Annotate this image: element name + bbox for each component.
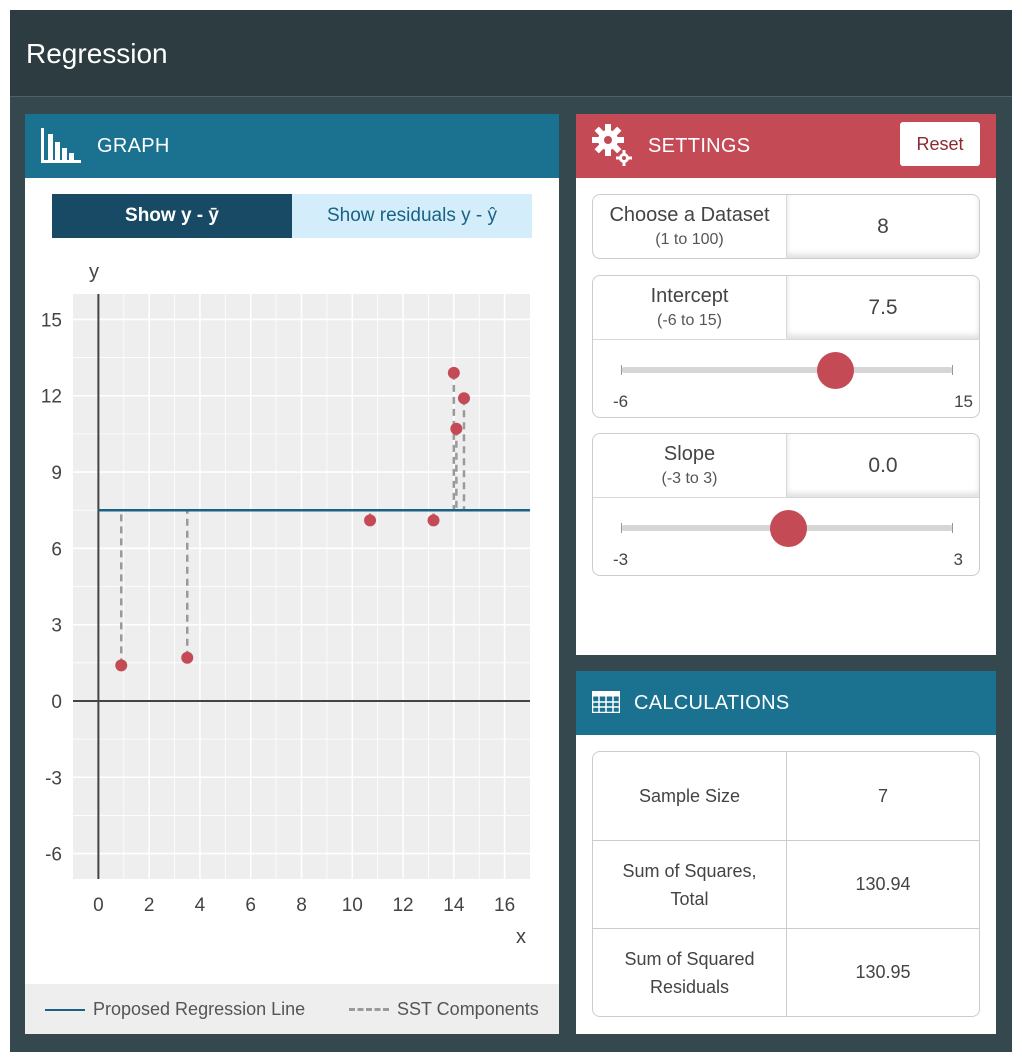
graph-panel-title: GRAPH [97, 135, 170, 157]
settings-panel-title: SETTINGS [648, 135, 751, 157]
calc-value-sst: 130.94 [855, 874, 911, 894]
show-residuals-button[interactable]: Show residuals y - ŷ [292, 194, 532, 238]
x-tick-label: 10 [342, 895, 363, 916]
y-tick-label: 6 [51, 539, 62, 560]
slope-field: Slope (-3 to 3) 0.0 -3 3 [592, 433, 980, 576]
intercept-slider-max-tick [952, 365, 953, 375]
x-tick-label: 14 [443, 895, 465, 916]
legend-label-sst: SST Components [397, 999, 539, 1019]
intercept-label-cell: Intercept (-6 to 15) [593, 276, 787, 339]
legend-dashed-line-swatch [349, 1008, 389, 1011]
calculations-table: Sample Size 7 Sum of Squares, Total 130.… [592, 751, 980, 1017]
data-point [447, 366, 460, 379]
app-title: Regression [26, 38, 168, 69]
calculations-panel: CALCULATIONS Sample Size 7 Sum of Square… [576, 671, 996, 1034]
calculations-panel-title: CALCULATIONS [634, 692, 790, 714]
calc-label-ssr: Sum of Squared Residuals [593, 929, 787, 1016]
slope-input[interactable]: 0.0 [787, 434, 979, 497]
y-tick-label: 3 [51, 616, 62, 637]
show-y-minus-ybar-button[interactable]: Show y - ȳ [52, 194, 292, 238]
graph-panel: GRAPH Show y - ȳ Show residuals y - ŷ 0 2… [25, 114, 559, 1034]
slope-slider-handle[interactable] [769, 510, 807, 547]
settings-panel-header: SETTINGS Reset [576, 114, 996, 178]
calc-value-ssr: 130.95 [855, 962, 911, 982]
dataset-range: (1 to 100) [655, 231, 724, 248]
title-bar: Regression [10, 10, 1012, 97]
dataset-label-cell: Choose a Dataset (1 to 100) [593, 195, 787, 258]
calc-label-sample-size: Sample Size [593, 752, 787, 840]
y-tick-label: -6 [45, 845, 62, 866]
x-tick-label: 0 [93, 895, 104, 916]
table-row: Sum of Squares, Total 130.94 [593, 840, 979, 928]
view-toggle: Show y - ȳ Show residuals y - ŷ [52, 194, 532, 238]
table-row: Sum of Squared Residuals 130.95 [593, 928, 979, 1016]
scatter-chart: 0 2 4 6 8 10 12 14 16 -6 -3 0 3 6 9 12 15 x y [41, 261, 530, 948]
app-window: Regression GRAPH Show y - ȳ Show residua… [10, 10, 1012, 1052]
x-axis-label: x [516, 926, 526, 948]
calc-label-sst: Sum of Squares, Total [593, 841, 787, 928]
slope-range: (-3 to 3) [661, 470, 718, 487]
data-point [364, 514, 377, 527]
intercept-slider[interactable]: -6 15 [593, 339, 979, 417]
intercept-label: Intercept [650, 285, 729, 307]
data-point [181, 651, 194, 664]
slope-slider-max-label: 3 [953, 550, 963, 569]
slope-slider[interactable]: -3 3 [593, 497, 979, 575]
legend-solid-line-swatch [45, 1008, 85, 1011]
y-tick-label: 9 [51, 463, 62, 484]
y-tick-label: 12 [41, 387, 62, 408]
table-row: Sample Size 7 [593, 752, 979, 840]
slope-slider-max-tick [952, 523, 953, 533]
dataset-input[interactable]: 8 [787, 195, 979, 258]
y-tick-label: -3 [45, 768, 62, 789]
dataset-label: Choose a Dataset [609, 204, 770, 226]
intercept-slider-min-label: -6 [613, 392, 629, 411]
calc-value-sample-size: 7 [877, 785, 888, 806]
y-tick-label: 15 [41, 310, 62, 331]
slope-label-cell: Slope (-3 to 3) [593, 434, 787, 497]
gear-icon [592, 124, 632, 166]
slope-slider-min-tick [621, 523, 622, 533]
dataset-field: Choose a Dataset (1 to 100) 8 [592, 194, 980, 259]
table-icon [592, 691, 620, 713]
intercept-slider-max-label: 15 [954, 392, 973, 411]
graph-panel-header: GRAPH [25, 114, 559, 178]
intercept-slider-track[interactable] [621, 367, 953, 373]
legend-item-regression-line: Proposed Regression Line [45, 999, 305, 1020]
data-point [115, 659, 128, 672]
settings-panel: SETTINGS Reset Choose a Dataset (1 to 10… [576, 114, 996, 655]
reset-button[interactable]: Reset [900, 122, 980, 166]
x-tick-label: 16 [494, 895, 515, 916]
x-tick-label: 4 [195, 895, 206, 916]
legend-item-sst: SST Components [349, 999, 539, 1020]
slope-slider-min-label: -3 [613, 550, 629, 569]
y-axis-label: y [89, 261, 99, 283]
x-tick-label: 6 [245, 895, 256, 916]
data-point [450, 422, 463, 435]
data-point [457, 392, 470, 405]
x-tick-label: 2 [144, 895, 155, 916]
chart-legend: Proposed Regression Line SST Components [25, 984, 559, 1034]
slope-label: Slope [663, 443, 716, 465]
bar-chart-icon [41, 128, 81, 163]
intercept-range: (-6 to 15) [657, 312, 722, 329]
intercept-slider-min-tick [621, 365, 622, 375]
intercept-slider-handle[interactable] [817, 352, 855, 389]
y-tick-label: 0 [51, 692, 62, 713]
intercept-input[interactable]: 7.5 [787, 276, 979, 339]
legend-label-regression-line: Proposed Regression Line [93, 999, 306, 1019]
intercept-field: Intercept (-6 to 15) 7.5 -6 15 [592, 275, 980, 418]
data-point [427, 514, 440, 527]
calculations-panel-header: CALCULATIONS [576, 671, 996, 735]
x-tick-label: 8 [296, 895, 307, 916]
x-tick-label: 12 [392, 895, 413, 916]
